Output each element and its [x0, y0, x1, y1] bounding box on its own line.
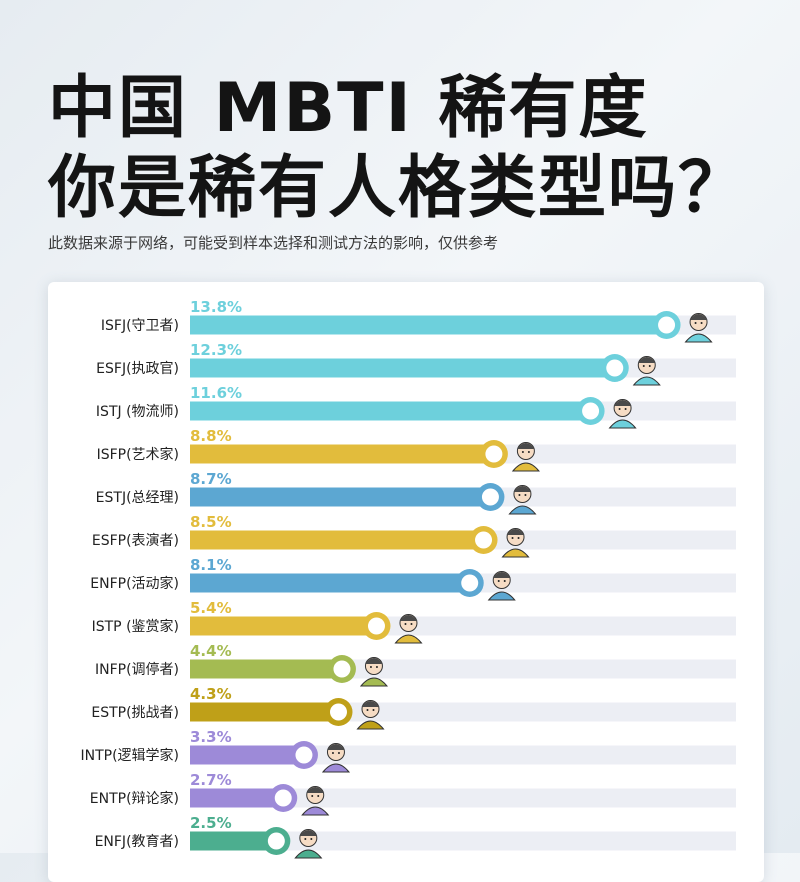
bar — [190, 358, 615, 378]
value-label: 4.4% — [190, 642, 232, 660]
value-label: 2.7% — [190, 771, 232, 789]
executive-avatar-icon — [508, 485, 537, 515]
value-label: 2.5% — [190, 814, 232, 832]
bar-end-marker-inner — [329, 703, 347, 721]
page-title-line-2: 你是稀有人格类型吗？ — [48, 149, 749, 228]
bar-end-marker-inner — [367, 617, 385, 635]
bar — [190, 315, 667, 335]
value-label: 8.5% — [190, 513, 232, 531]
value-label: 12.3% — [190, 341, 242, 359]
bar — [190, 745, 304, 765]
bar-end-marker-inner — [582, 402, 600, 420]
artist-avatar-icon — [511, 442, 540, 472]
bar-track — [190, 745, 736, 765]
value-label: 8.8% — [190, 427, 232, 445]
bar-track — [190, 788, 736, 808]
bar — [190, 702, 339, 722]
bar — [190, 401, 591, 421]
bar — [190, 530, 484, 550]
value-label: 13.8% — [190, 298, 242, 316]
bar-end-marker-inner — [481, 488, 499, 506]
bar — [190, 573, 470, 593]
bar-track — [190, 831, 736, 851]
debater-avatar-icon — [301, 786, 330, 816]
category-label: ENFJ(教育者) — [95, 834, 179, 850]
mbti-rarity-bar-chart: ISFJ(守卫者) 13.8% ESFJ(执政官) 12.3% ISTJ (物流师) 11… — [80, 298, 736, 859]
category-label: ISFP(艺术家) — [97, 446, 179, 463]
category-label: INFP(调停者) — [95, 661, 179, 678]
bar-end-marker-inner — [295, 746, 313, 764]
guard-avatar-icon — [684, 313, 713, 343]
category-label: ESTP(挑战者) — [91, 705, 179, 721]
category-label: ESFP(表演者) — [92, 533, 179, 549]
entertainer-avatar-icon — [501, 528, 530, 558]
logistician-avatar-icon — [608, 399, 637, 429]
bar — [190, 831, 277, 851]
source-disclaimer: 此数据来源于网络，可能受到样本选择和测试方法的影响，仅供参考 — [48, 234, 499, 252]
category-label: ENTP(辩论家) — [90, 790, 179, 807]
logician-avatar-icon — [321, 743, 351, 773]
bar-end-marker-inner — [485, 445, 503, 463]
bar-end-marker-inner — [267, 832, 285, 850]
value-label: 4.3% — [190, 685, 232, 703]
category-label: ISTP (鉴赏家) — [92, 618, 179, 635]
bar — [190, 444, 494, 464]
chart-panel: ISFJ(守卫者) 13.8% ESFJ(执政官) 12.3% ISTJ (物流师) 11… — [48, 282, 764, 882]
bar-end-marker-inner — [475, 531, 493, 549]
value-label: 8.7% — [190, 470, 232, 488]
consul-avatar-icon — [632, 356, 661, 386]
category-label: ESTJ(总经理) — [96, 490, 179, 506]
campaigner-avatar-icon — [487, 571, 516, 601]
value-label: 5.4% — [190, 599, 232, 617]
category-label: ESFJ(执政官) — [96, 361, 179, 377]
bar — [190, 788, 284, 808]
bar-end-marker-inner — [333, 660, 351, 678]
category-label: ISFJ(守卫者) — [101, 318, 179, 334]
bar — [190, 487, 491, 507]
entrepreneur-avatar-icon — [356, 700, 385, 730]
mediator-avatar-icon — [359, 657, 388, 687]
category-label: INTP(逻辑学家) — [80, 747, 179, 764]
bar-end-marker-inner — [461, 574, 479, 592]
value-label: 11.6% — [190, 384, 242, 402]
bar-end-marker-inner — [606, 359, 624, 377]
bar — [190, 616, 377, 636]
bar — [190, 659, 342, 679]
category-label: ENFP(活动家) — [90, 575, 179, 592]
page-title-line-1: 中国 MBTI 稀有度 — [48, 69, 649, 148]
value-label: 8.1% — [190, 556, 232, 574]
value-label: 3.3% — [190, 728, 232, 746]
virtuoso-avatar-icon — [394, 614, 423, 644]
category-label: ISTJ (物流师) — [96, 404, 179, 420]
bar-end-marker-inner — [274, 789, 292, 807]
bar-end-marker-inner — [658, 316, 676, 334]
